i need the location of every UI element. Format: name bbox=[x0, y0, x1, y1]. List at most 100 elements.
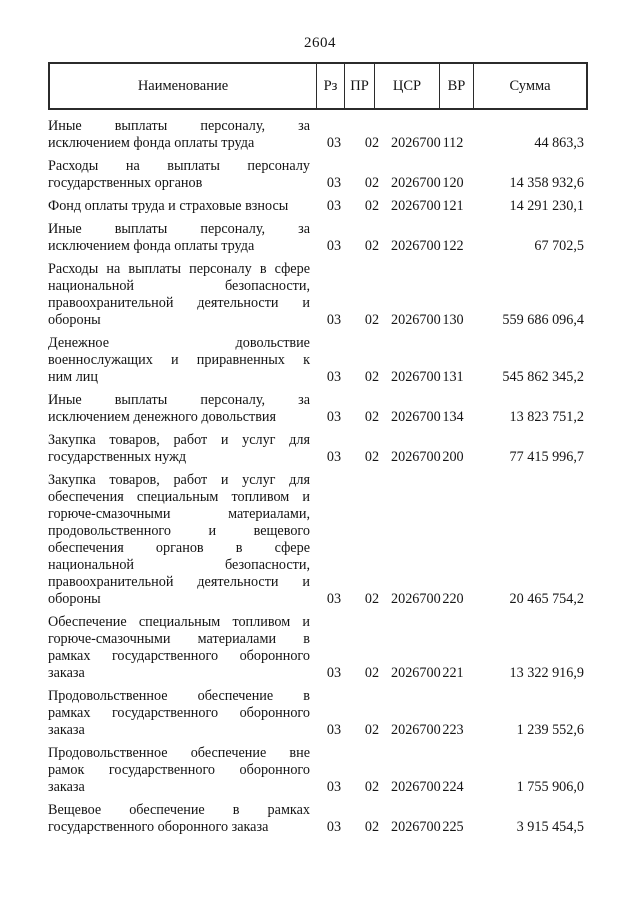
rz-cell: 03 bbox=[326, 409, 342, 425]
name-line: Денежное довольствие bbox=[48, 335, 310, 351]
table-row: Расходы на выплаты персоналу в сфере наци… bbox=[48, 261, 588, 329]
name-cell: Вещевое обеспечение в рамках государствен… bbox=[48, 802, 315, 836]
name-cell: Закупка товаров, работ и услуг для обеспе… bbox=[48, 472, 315, 608]
rz-cell: 03 bbox=[326, 591, 342, 607]
table-body: Иные выплаты персоналу, за исключением фо… bbox=[48, 118, 588, 836]
sum-cell: 1 239 552,6 bbox=[516, 722, 584, 738]
name-cell: Иные выплаты персоналу, за исключением де… bbox=[48, 392, 315, 426]
column-header-rz: Рз bbox=[316, 64, 344, 108]
name-cell: Обеспечение специальным топливом и горюче… bbox=[48, 614, 315, 682]
name-line: Фонд оплаты труда и страховые взносы bbox=[48, 198, 289, 214]
csr-cell: 2026700 bbox=[391, 591, 441, 607]
name-line: военнослужащих и приравненных к bbox=[48, 352, 310, 368]
name-line: горюче-смазочными материалами в bbox=[48, 631, 310, 647]
rz-cell: 03 bbox=[326, 369, 342, 385]
csr-cell: 2026700 bbox=[391, 135, 441, 151]
pr-cell: 02 bbox=[364, 591, 380, 607]
pr-cell: 02 bbox=[364, 175, 380, 191]
csr-cell: 2026700 bbox=[391, 449, 441, 465]
sum-cell: 559 686 096,4 bbox=[502, 312, 584, 328]
pr-cell: 02 bbox=[364, 238, 380, 254]
name-line: государственных нужд bbox=[48, 449, 187, 465]
name-cell: Иные выплаты персоналу, за исключением фо… bbox=[48, 118, 315, 152]
sum-cell: 3 915 454,5 bbox=[516, 819, 584, 835]
sum-cell: 67 702,5 bbox=[534, 238, 584, 254]
vr-cell: 131 bbox=[442, 369, 464, 385]
name-line: Иные выплаты персоналу, за bbox=[48, 392, 310, 408]
table-row: Расходы на выплаты персоналу государствен… bbox=[48, 158, 588, 192]
sum-cell: 14 358 932,6 bbox=[509, 175, 584, 191]
name-line: рамках государственного оборонного bbox=[48, 648, 310, 664]
name-line: исключением денежного довольствия bbox=[48, 409, 277, 425]
name-line: национальной безопасности, bbox=[48, 557, 310, 573]
name-line: Расходы на выплаты персоналу в сфере bbox=[48, 261, 310, 277]
csr-cell: 2026700 bbox=[391, 409, 441, 425]
name-line: горюче-смазочными материалами, bbox=[48, 506, 310, 522]
sum-cell: 1 755 906,0 bbox=[516, 779, 584, 795]
name-cell: Продовольственное обеспечение вне рамок г… bbox=[48, 745, 315, 796]
sum-cell: 44 863,3 bbox=[534, 135, 584, 151]
csr-cell: 2026700 bbox=[391, 779, 441, 795]
pr-cell: 02 bbox=[364, 722, 380, 738]
name-line: государственных органов bbox=[48, 175, 203, 191]
table-row: Закупка товаров, работ и услуг для обеспе… bbox=[48, 472, 588, 608]
name-line: Обеспечение специальным топливом и bbox=[48, 614, 310, 630]
rz-cell: 03 bbox=[326, 238, 342, 254]
csr-cell: 2026700 bbox=[391, 665, 441, 681]
name-line: заказа bbox=[48, 722, 85, 738]
name-line: Закупка товаров, работ и услуг для bbox=[48, 432, 310, 448]
column-header-sum: Сумма bbox=[473, 64, 586, 108]
pr-cell: 02 bbox=[364, 409, 380, 425]
column-header-pr: ПР bbox=[344, 64, 374, 108]
pr-cell: 02 bbox=[364, 135, 380, 151]
pr-cell: 02 bbox=[364, 312, 380, 328]
rz-cell: 03 bbox=[326, 665, 342, 681]
csr-cell: 2026700 bbox=[391, 198, 441, 214]
column-header-vr: ВР bbox=[439, 64, 473, 108]
table-row: Иные выплаты персоналу, за исключением фо… bbox=[48, 118, 588, 152]
name-line: Продовольственное обеспечение вне bbox=[48, 745, 310, 761]
vr-cell: 121 bbox=[442, 198, 464, 214]
pr-cell: 02 bbox=[364, 449, 380, 465]
sum-cell: 77 415 996,7 bbox=[509, 449, 584, 465]
name-line: ним лиц bbox=[48, 369, 98, 385]
name-line: Продовольственное обеспечение в bbox=[48, 688, 310, 704]
table-row: Иные выплаты персоналу, за исключением де… bbox=[48, 392, 588, 426]
csr-cell: 2026700 bbox=[391, 819, 441, 835]
vr-cell: 120 bbox=[442, 175, 464, 191]
name-line: заказа bbox=[48, 665, 85, 681]
sum-cell: 545 862 345,2 bbox=[502, 369, 584, 385]
name-cell: Денежное довольствие военнослужащих и при… bbox=[48, 335, 315, 386]
name-cell: Расходы на выплаты персоналу государствен… bbox=[48, 158, 315, 192]
rz-cell: 03 bbox=[326, 312, 342, 328]
table-row: Продовольственное обеспечение в рамках го… bbox=[48, 688, 588, 739]
vr-cell: 200 bbox=[442, 449, 464, 465]
sum-cell: 13 322 916,9 bbox=[509, 665, 584, 681]
name-line: Расходы на выплаты персоналу bbox=[48, 158, 310, 174]
name-line: исключением фонда оплаты труда bbox=[48, 135, 255, 151]
name-line: рамок государственного оборонного bbox=[48, 762, 310, 778]
rz-cell: 03 bbox=[326, 722, 342, 738]
vr-cell: 225 bbox=[442, 819, 464, 835]
column-header-name: Наименование bbox=[137, 77, 229, 94]
rz-cell: 03 bbox=[326, 135, 342, 151]
vr-cell: 223 bbox=[442, 722, 464, 738]
pr-cell: 02 bbox=[364, 369, 380, 385]
vr-cell: 130 bbox=[442, 312, 464, 328]
csr-cell: 2026700 bbox=[391, 369, 441, 385]
table-row: Обеспечение специальным топливом и горюче… bbox=[48, 614, 588, 682]
name-line: Иные выплаты персоналу, за bbox=[48, 118, 310, 134]
csr-cell: 2026700 bbox=[391, 722, 441, 738]
rz-cell: 03 bbox=[326, 779, 342, 795]
name-line: обеспечения специальным топливом и bbox=[48, 489, 310, 505]
csr-cell: 2026700 bbox=[391, 175, 441, 191]
name-cell: Расходы на выплаты персоналу в сфере наци… bbox=[48, 261, 315, 329]
sum-cell: 13 823 751,2 bbox=[509, 409, 584, 425]
name-line: исключением фонда оплаты труда bbox=[48, 238, 255, 254]
csr-cell: 2026700 bbox=[391, 312, 441, 328]
name-line: продовольственного и вещевого bbox=[48, 523, 310, 539]
name-line: заказа bbox=[48, 779, 85, 795]
name-cell: Фонд оплаты труда и страховые взносы bbox=[48, 198, 315, 215]
table-row: Иные выплаты персоналу, за исключением фо… bbox=[48, 221, 588, 255]
